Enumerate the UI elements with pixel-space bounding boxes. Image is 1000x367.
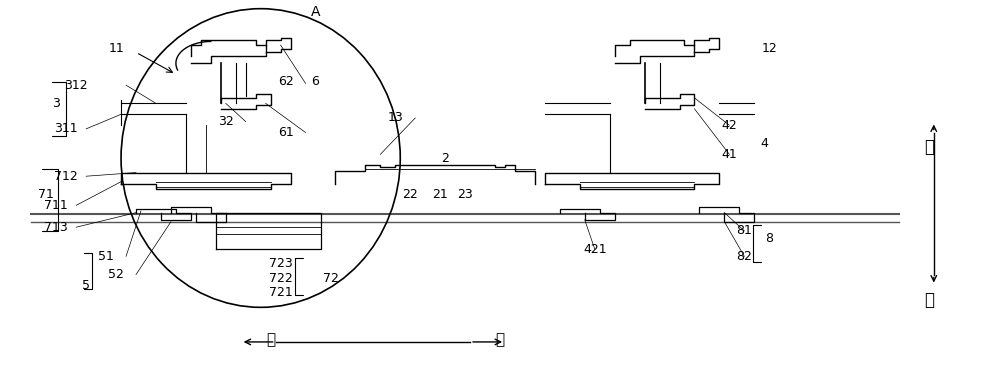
Text: 721: 721 bbox=[269, 286, 292, 299]
Text: 21: 21 bbox=[432, 188, 448, 201]
Text: 32: 32 bbox=[218, 115, 234, 128]
Text: 前: 前 bbox=[266, 333, 275, 348]
Text: 41: 41 bbox=[721, 148, 737, 161]
Text: 42: 42 bbox=[721, 119, 737, 132]
Text: 722: 722 bbox=[269, 272, 292, 285]
Text: 2: 2 bbox=[441, 152, 449, 164]
Text: 711: 711 bbox=[44, 199, 68, 212]
Text: 51: 51 bbox=[98, 250, 114, 263]
Text: 5: 5 bbox=[82, 279, 90, 292]
Text: 723: 723 bbox=[269, 257, 292, 270]
Text: 62: 62 bbox=[278, 75, 293, 88]
Text: 8: 8 bbox=[765, 232, 773, 245]
Text: 内: 内 bbox=[924, 138, 934, 156]
Text: 311: 311 bbox=[54, 122, 78, 135]
Text: 后: 后 bbox=[495, 333, 505, 348]
Text: 4: 4 bbox=[760, 137, 768, 150]
Text: 22: 22 bbox=[402, 188, 418, 201]
Text: 11: 11 bbox=[108, 42, 124, 55]
Text: 61: 61 bbox=[278, 126, 293, 139]
Text: 713: 713 bbox=[44, 221, 68, 234]
Text: 71: 71 bbox=[38, 188, 54, 201]
Text: 13: 13 bbox=[387, 112, 403, 124]
Text: 6: 6 bbox=[312, 75, 319, 88]
Text: 23: 23 bbox=[457, 188, 473, 201]
Text: A: A bbox=[311, 5, 320, 19]
Text: 421: 421 bbox=[583, 243, 607, 255]
Text: 81: 81 bbox=[736, 224, 752, 237]
Text: 外: 外 bbox=[924, 291, 934, 309]
Text: 3: 3 bbox=[52, 97, 60, 110]
Text: 82: 82 bbox=[736, 250, 752, 263]
Text: 52: 52 bbox=[108, 268, 124, 281]
Text: 12: 12 bbox=[761, 42, 777, 55]
Text: 712: 712 bbox=[54, 170, 78, 183]
Text: 312: 312 bbox=[64, 79, 88, 92]
Text: 72: 72 bbox=[323, 272, 338, 285]
